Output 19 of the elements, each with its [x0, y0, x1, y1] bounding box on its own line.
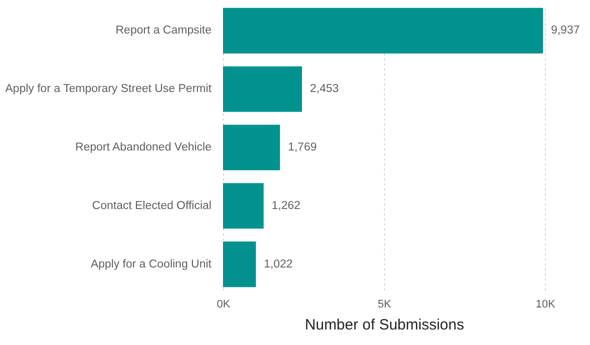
x-tick-label: 5K	[378, 298, 392, 310]
y-tick-label: Report a Campsite	[116, 24, 212, 37]
bar	[223, 66, 302, 112]
bar	[223, 124, 280, 170]
bar	[223, 183, 264, 229]
y-tick-label: Report Abandoned Vehicle	[75, 142, 212, 154]
y-tick-label: Apply for a Cooling Unit	[90, 258, 212, 270]
bar	[223, 8, 543, 54]
x-tick-label: 10K	[536, 298, 556, 310]
data-label: 1,262	[272, 200, 300, 212]
y-tick-label: Apply for a Temporary Street Use Permit	[5, 83, 212, 96]
data-label: 2,453	[310, 83, 339, 96]
data-label: 9,937	[550, 24, 580, 37]
x-tick-label: 0K	[216, 298, 231, 310]
data-label: 1,769	[288, 142, 317, 154]
data-label: 1,022	[264, 258, 293, 270]
y-tick-label: Contact Elected Official	[92, 200, 212, 212]
bar	[223, 242, 256, 288]
x-axis-title: Number of Submissions	[304, 316, 464, 334]
